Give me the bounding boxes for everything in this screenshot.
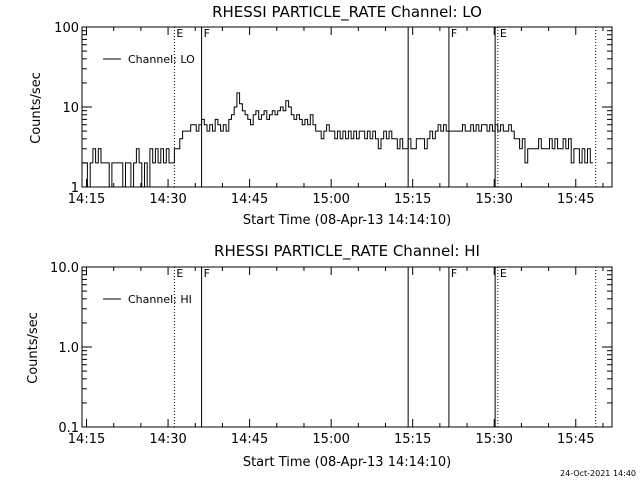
x-tick-label: 14:30 (149, 432, 186, 447)
x-tick-label: 14:15 (68, 432, 105, 447)
event-marker-label: F (204, 267, 210, 280)
y-tick-label: 0.1 (58, 421, 79, 436)
legend-label: Channel: LO (128, 53, 195, 66)
y-axis-label: Counts/sec (26, 312, 41, 384)
x-tick-label: 15:45 (557, 192, 594, 207)
y-tick-label: 10.0 (50, 261, 79, 276)
x-axis-label: Start Time (08-Apr-13 14:14:10) (243, 213, 451, 228)
x-tick-label: 14:30 (149, 192, 186, 207)
x-tick-label: 15:15 (394, 432, 431, 447)
y-tick-label: 1 (71, 181, 79, 196)
footer-timestamp: 24-Oct-2021 14:40 (560, 469, 636, 478)
chart-marks: 14:15 14:30 14:45 15:00 15:15 15:30 15:45 0.1 1.… (50, 261, 612, 447)
chart-panel-lo: RHESSI PARTICLE_RATE Channel: LO Counts/… (29, 3, 613, 228)
event-marker-label: F (204, 27, 210, 40)
event-marker-label: E (176, 267, 183, 280)
event-marker-label: F (451, 27, 457, 40)
y-tick-label: 100 (54, 21, 79, 36)
plot-frame (81, 26, 613, 188)
event-marker-label: E (176, 27, 183, 40)
x-tick-label: 15:30 (475, 192, 512, 207)
x-tick-label: 14:15 (68, 192, 105, 207)
y-tick-label: 1.0 (58, 341, 79, 356)
event-marker-label: E (500, 267, 507, 280)
x-tick-label: 15:30 (475, 432, 512, 447)
legend-label: Channel: HI (128, 293, 192, 306)
x-tick-label: 14:45 (231, 192, 268, 207)
x-axis-label: Start Time (08-Apr-13 14:14:10) (243, 455, 451, 470)
x-tick-label: 15:00 (312, 192, 349, 207)
series-line (82, 92, 593, 188)
chart-title: RHESSI PARTICLE_RATE Channel: LO (212, 3, 482, 22)
x-tick-label: 14:45 (231, 432, 268, 447)
y-tick-label: 10 (62, 101, 79, 116)
event-marker-label: F (451, 267, 457, 280)
x-tick-label: 15:45 (557, 432, 594, 447)
x-tick-label: 15:00 (312, 432, 349, 447)
x-tick-label: 15:15 (394, 192, 431, 207)
chart-title: RHESSI PARTICLE_RATE Channel: HI (214, 242, 480, 261)
y-axis-label: Counts/sec (29, 72, 44, 144)
plot-frame (81, 266, 613, 428)
event-marker-label: E (500, 27, 507, 40)
chart-panel-hi: RHESSI PARTICLE_RATE Channel: HI Counts/… (26, 242, 613, 470)
chart-marks: 14:15 14:30 14:45 15:00 15:15 15:30 15:45 1 10 10… (54, 21, 612, 207)
